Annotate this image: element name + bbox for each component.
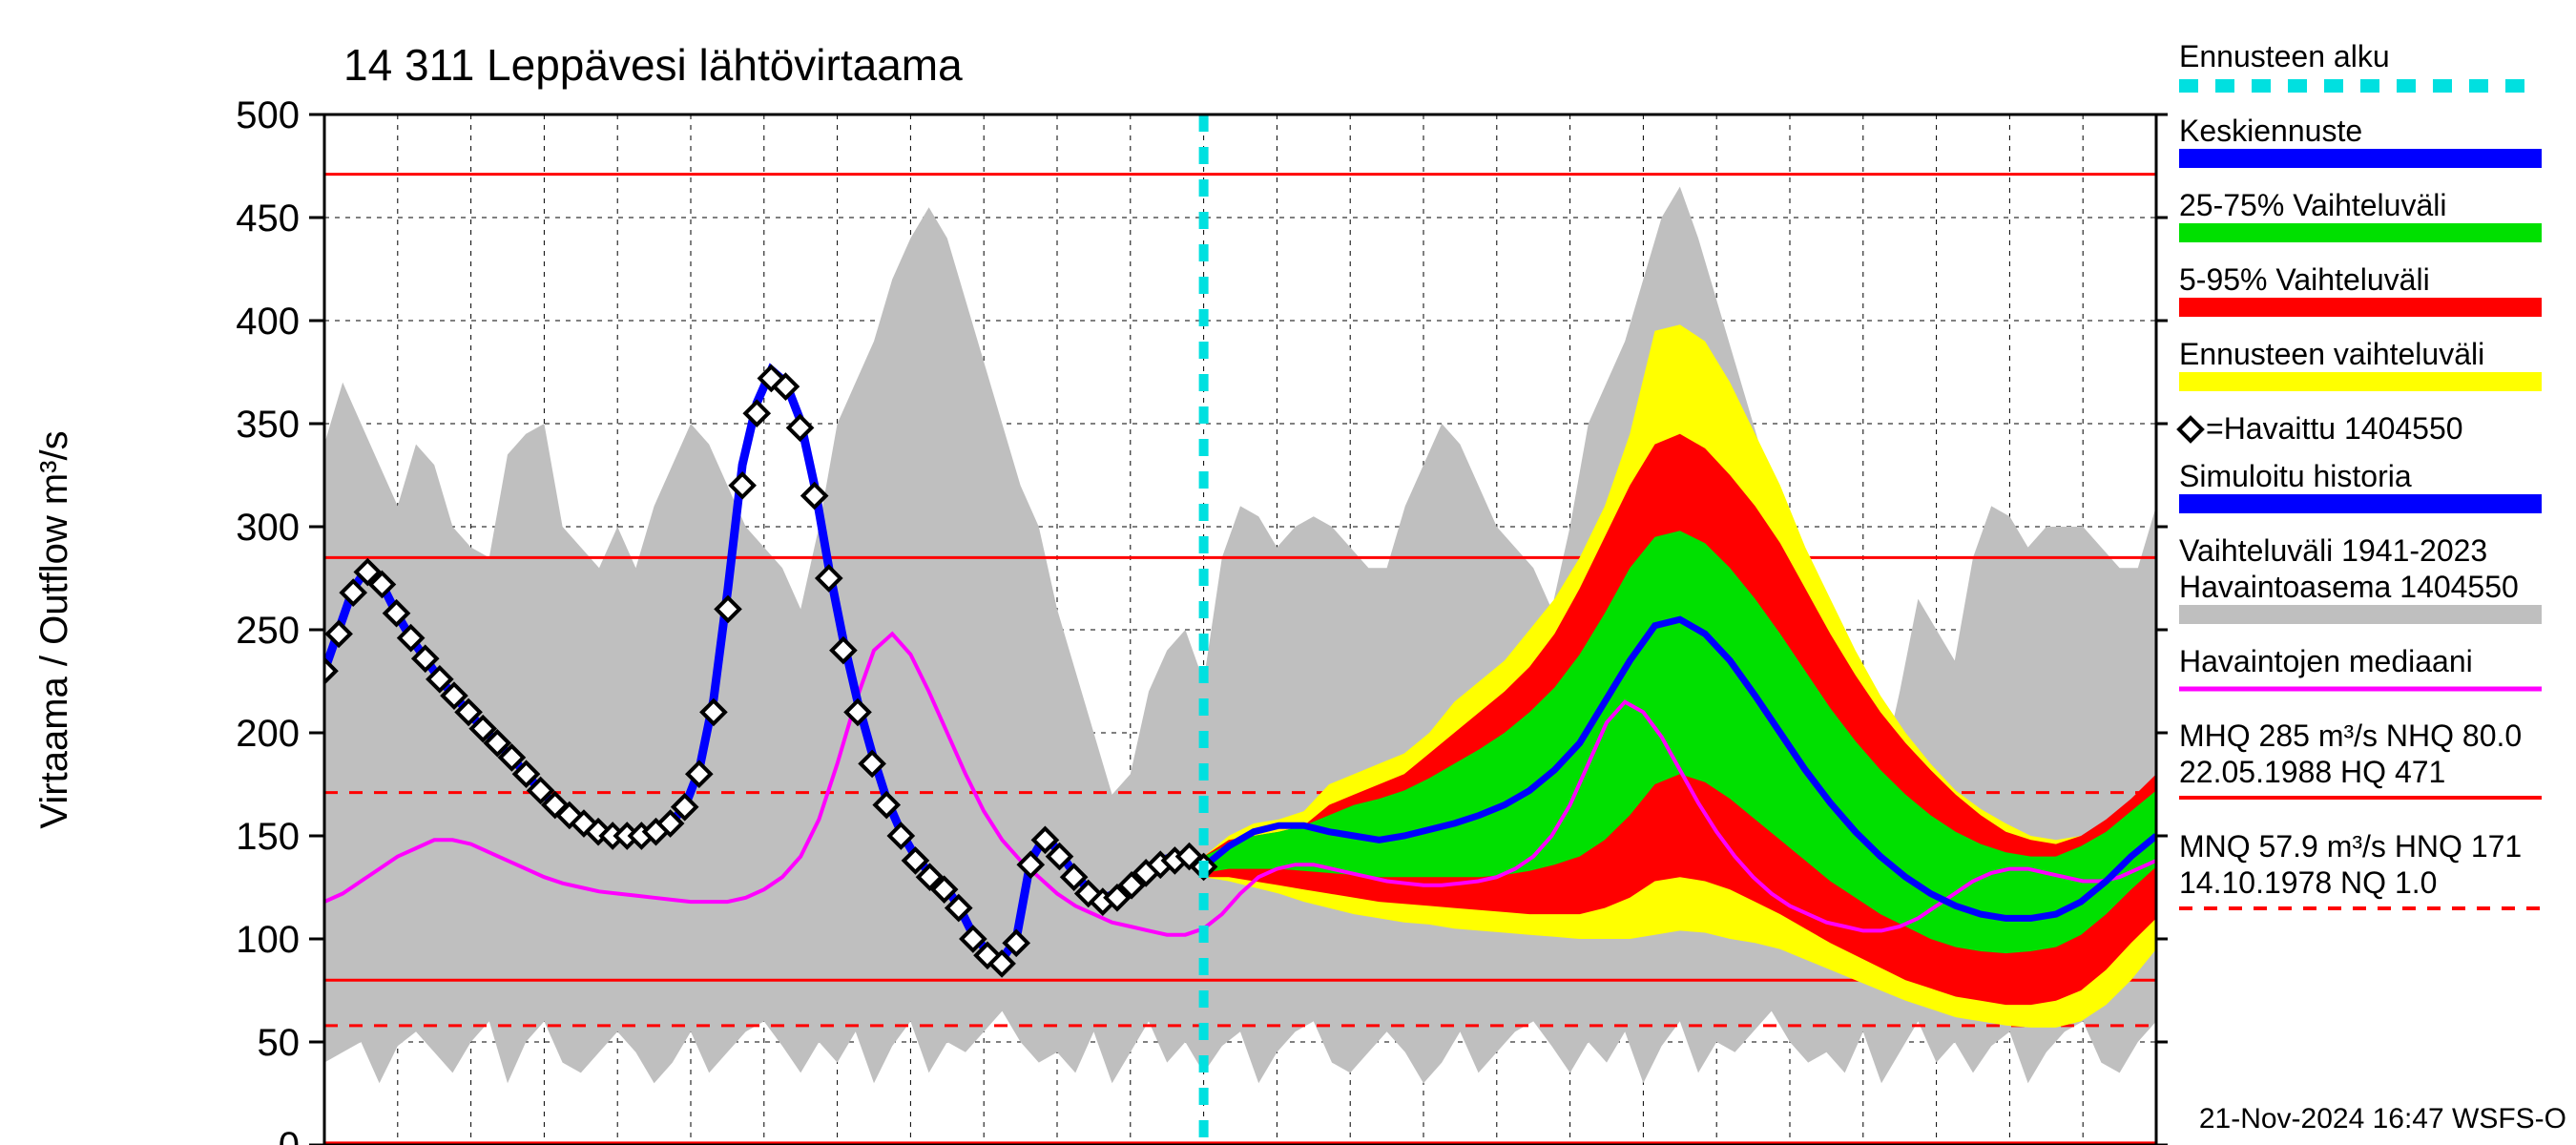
y-tick-label: 500 [236, 94, 300, 136]
y-tick-label: 450 [236, 198, 300, 239]
footer-text: 21-Nov-2024 16:47 WSFS-O [2199, 1103, 2566, 1135]
y-tick-label: 300 [236, 507, 300, 549]
legend-label: Ennusteen vaihteluväli [2179, 337, 2484, 371]
y-tick-label: 50 [258, 1022, 301, 1064]
y-tick-label: 200 [236, 713, 300, 755]
legend-label: MNQ 57.9 m³/s HNQ 171 [2179, 829, 2522, 864]
legend-swatch [2179, 149, 2542, 168]
chart-container: 0 50 100 150 200 250 300 350 400 450 500 Virtaama /… [0, 0, 2576, 1145]
y-tick-label: 150 [236, 816, 300, 858]
legend-swatch [2179, 372, 2542, 391]
y-axis-title: Virtaama / Outflow m³/s [33, 430, 75, 828]
legend-label: Ennusteen alku [2179, 39, 2390, 73]
legend-label: Simuloitu historia [2179, 459, 2412, 493]
y-tick-label: 0 [279, 1125, 300, 1145]
legend-label: Keskiennuste [2179, 114, 2362, 148]
y-tick-label: 350 [236, 404, 300, 446]
hydrological-chart: 0 50 100 150 200 250 300 350 400 450 500 Virtaama /… [0, 0, 2576, 1145]
legend-swatch [2179, 298, 2542, 317]
legend-label: Vaihteluväli 1941-2023 [2179, 533, 2487, 568]
y-tick-label: 250 [236, 610, 300, 652]
legend-swatch [2179, 223, 2542, 242]
legend-label: MHQ 285 m³/s NHQ 80.0 [2179, 718, 2522, 753]
y-tick-label: 100 [236, 919, 300, 961]
legend-diamond-icon [2179, 418, 2202, 441]
legend-label: 22.05.1988 HQ 471 [2179, 755, 2445, 789]
legend-swatch [2179, 494, 2542, 513]
legend-label: =Havaittu 1404550 [2206, 411, 2463, 446]
legend-label: 14.10.1978 NQ 1.0 [2179, 865, 2437, 900]
chart-title: 14 311 Leppävesi lähtövirtaama [343, 40, 963, 90]
legend-label: 5-95% Vaihteluväli [2179, 262, 2430, 297]
legend-label: Havaintojen mediaani [2179, 644, 2473, 678]
legend-label: 25-75% Vaihteluväli [2179, 188, 2446, 222]
legend-swatch [2179, 605, 2542, 624]
legend-label: Havaintoasema 1404550 [2179, 570, 2519, 604]
y-tick-label: 400 [236, 301, 300, 343]
